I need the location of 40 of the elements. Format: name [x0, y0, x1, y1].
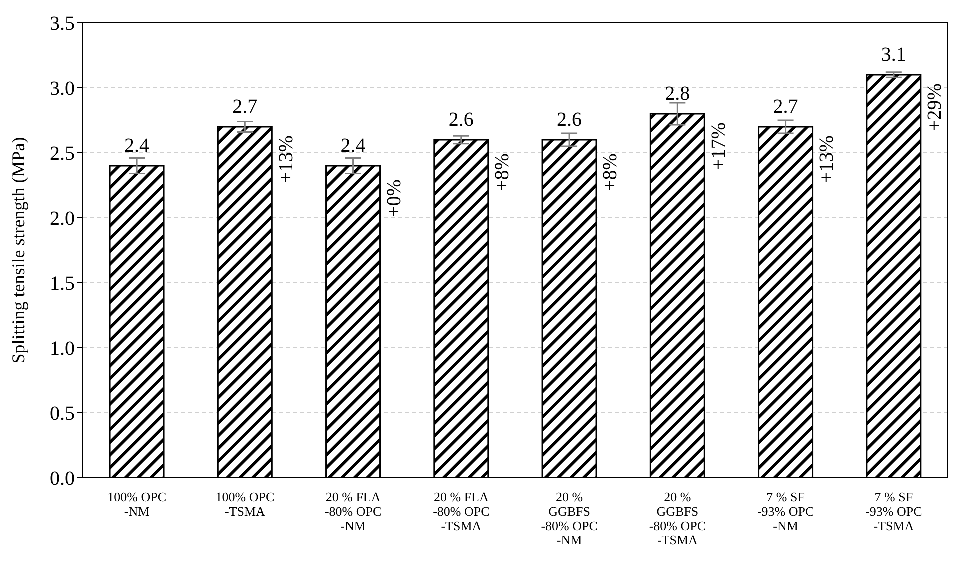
x-tick-label: 20 % GGBFS -80% OPC -NM — [541, 490, 598, 548]
x-tick-label: 7 % SF -93% OPC -TSMA — [866, 490, 922, 534]
y-tick-label: 2.5 — [50, 143, 75, 166]
annotation: +17% — [708, 122, 730, 170]
bar — [434, 139, 490, 478]
y-tick-label: 3.0 — [50, 78, 75, 100]
bar — [109, 165, 165, 478]
y-tick-label: 2.0 — [50, 208, 75, 230]
data-label: 2.7 — [232, 96, 258, 118]
y-tick-label: 3.5 — [50, 13, 75, 36]
bar — [650, 113, 706, 478]
annotation: +0% — [383, 180, 406, 218]
y-tick-label: 0.0 — [50, 468, 75, 490]
x-tick-label: 100% OPC -TSMA — [216, 490, 275, 519]
x-tick-label: 7 % SF -93% OPC -NM — [757, 490, 814, 534]
x-tick-label: 100% OPC -NM — [108, 490, 166, 519]
bar — [758, 126, 814, 478]
data-label: 2.4 — [124, 135, 150, 157]
y-tick-label: 1.5 — [50, 273, 75, 296]
annotation: +8% — [600, 154, 622, 192]
annotation: +8% — [492, 154, 514, 192]
y-axis-title: Splitting tensile strength (MPa) — [8, 137, 28, 364]
x-tick-label: 20 % GGBFS -80% OPC -TSMA — [649, 490, 706, 548]
bar — [866, 74, 922, 478]
data-label: 3.1 — [881, 44, 906, 66]
bar — [217, 126, 273, 478]
data-label: 2.4 — [340, 135, 366, 157]
bar — [326, 165, 382, 478]
annotation: +13% — [816, 136, 838, 184]
annotation: +13% — [275, 136, 298, 184]
x-tick-label: 20 % FLA -80% OPC -TSMA — [433, 490, 490, 534]
y-tick-label: 1.0 — [50, 338, 75, 360]
y-tick-label: 0.5 — [50, 403, 75, 426]
data-label: 2.8 — [665, 83, 690, 105]
data-label: 2.7 — [773, 96, 798, 118]
x-tick-label: 20 % FLA -80% OPC -NM — [324, 490, 382, 534]
bar — [542, 139, 598, 478]
data-label: 2.6 — [557, 109, 582, 131]
annotation: +29% — [924, 84, 946, 132]
data-label: 2.6 — [448, 109, 474, 131]
